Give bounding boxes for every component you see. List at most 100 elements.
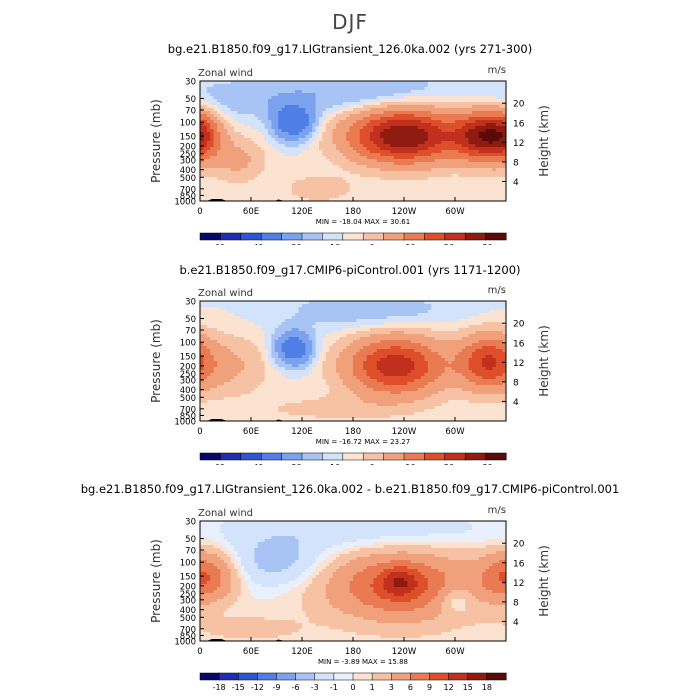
field-cell (502, 84, 507, 88)
field-cell (336, 99, 340, 103)
field-cell (329, 165, 333, 169)
field-cell (261, 301, 265, 305)
field-cell (380, 132, 384, 136)
field-cell (356, 313, 361, 317)
field-cell (366, 114, 371, 118)
field-cell (499, 183, 503, 187)
field-cell (329, 307, 333, 311)
field-cell (407, 195, 412, 199)
colorbar-box (485, 232, 507, 241)
field-cell (448, 162, 452, 166)
field-cell (407, 117, 412, 121)
field-cell (478, 123, 483, 127)
field-cell (363, 123, 367, 127)
field-cell (206, 114, 211, 118)
field-cell (356, 183, 361, 187)
field-cell (359, 186, 364, 190)
field-cell (339, 141, 344, 145)
field-cell (200, 129, 204, 133)
field-cell (349, 171, 354, 175)
field-cell (261, 322, 265, 326)
field-cell (274, 144, 279, 148)
field-cell (376, 99, 381, 103)
field-cell (485, 96, 490, 100)
field-cell (482, 132, 486, 136)
field-cell (451, 90, 456, 94)
field-cell (315, 120, 320, 124)
field-cell (434, 111, 439, 115)
field-cell (237, 93, 242, 97)
field-cell (325, 313, 330, 317)
field-cell (329, 343, 333, 347)
field-cell (264, 316, 269, 320)
field-cell (203, 123, 208, 127)
field-cell (220, 186, 225, 190)
field-cell (257, 99, 262, 103)
field-cell (492, 159, 497, 163)
field-cell (482, 111, 486, 115)
field-cell (288, 132, 293, 136)
field-cell (441, 144, 446, 148)
field-cell (349, 301, 354, 305)
field-cell (397, 81, 401, 85)
field-cell (427, 331, 432, 335)
field-cell (278, 153, 282, 157)
field-cell (200, 180, 204, 184)
field-cell (268, 150, 272, 154)
field-cell (363, 105, 367, 109)
field-cell (431, 165, 435, 169)
field-cell (308, 334, 313, 338)
field-cell (458, 310, 463, 314)
field-cell (220, 180, 225, 184)
field-cell (397, 340, 401, 344)
field-cell (431, 120, 435, 124)
field-cell (203, 111, 208, 115)
field-cell (363, 87, 367, 91)
field-cell (257, 141, 262, 145)
field-cell (502, 331, 507, 335)
field-cell (434, 195, 439, 199)
field-cell (407, 129, 412, 133)
field-cell (353, 171, 357, 175)
field-cell (210, 117, 214, 121)
field-cell (254, 313, 259, 317)
field-cell (342, 159, 347, 163)
field-cell (302, 180, 306, 184)
field-cell (332, 337, 337, 341)
field-cell (217, 180, 221, 184)
field-cell (349, 156, 354, 160)
field-cell (291, 334, 296, 338)
field-cell (268, 162, 272, 166)
field-cell (492, 183, 497, 187)
field-cell (376, 310, 381, 314)
field-cell (356, 159, 361, 163)
field-cell (234, 174, 238, 178)
field-cell (461, 337, 466, 341)
field-cell (438, 120, 442, 124)
field-cell (223, 301, 228, 305)
field-cell (424, 111, 429, 115)
field-cell (210, 310, 214, 314)
field-cell (251, 195, 255, 199)
field-cell (210, 337, 214, 341)
field-cell (244, 340, 248, 344)
field-cell (431, 111, 435, 115)
field-cell (495, 126, 500, 130)
field-cell (295, 96, 299, 100)
field-cell (451, 150, 456, 154)
field-cell (472, 301, 476, 305)
field-cell (278, 340, 282, 344)
field-cell (298, 159, 303, 163)
field-cell (495, 111, 500, 115)
field-cell (458, 162, 463, 166)
field-cell (431, 310, 435, 314)
field-cell (359, 99, 364, 103)
field-cell (424, 177, 429, 181)
field-cell (376, 81, 381, 85)
field-cell (288, 343, 293, 347)
field-cell (359, 102, 364, 106)
field-cell (417, 90, 422, 94)
field-cell (254, 180, 259, 184)
field-cell (380, 144, 384, 148)
field-cell (410, 174, 415, 178)
